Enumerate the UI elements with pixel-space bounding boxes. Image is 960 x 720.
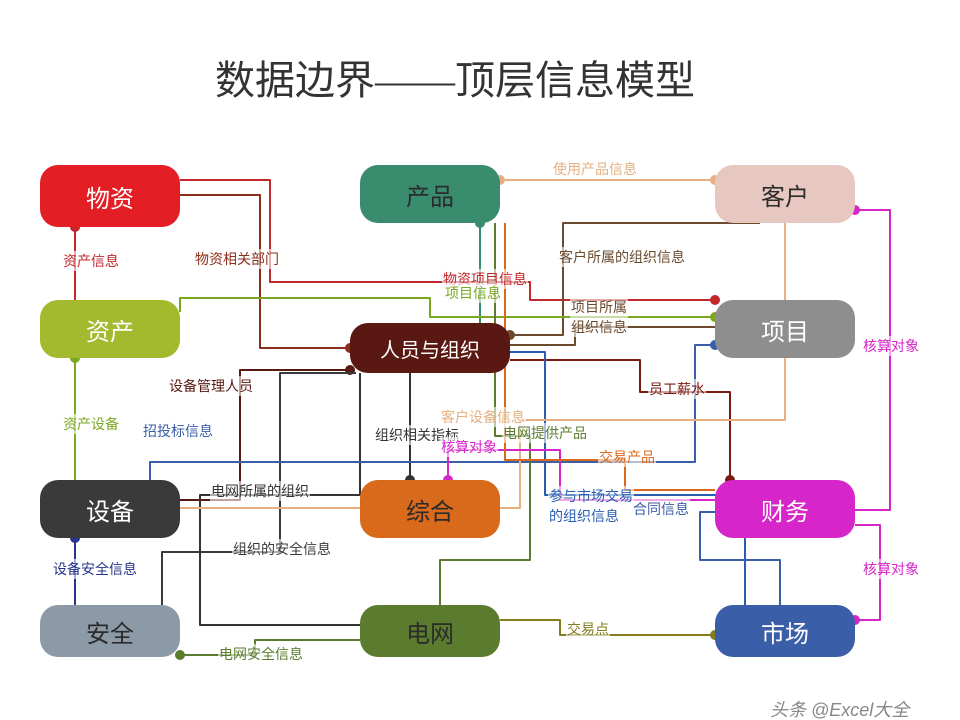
edge-label: 资产信息 <box>62 251 120 271</box>
edge-label: 员工薪水 <box>648 379 706 399</box>
edge-label: 电网所属的组织 <box>210 481 310 501</box>
edge-label: 电网安全信息 <box>218 644 304 664</box>
node-kehu: 客户 <box>715 165 855 223</box>
node-chanpin: 产品 <box>360 165 500 223</box>
edge-label: 项目所属组织信息 <box>570 297 628 337</box>
edge-label: 核算对象 <box>440 437 498 457</box>
edge-label: 组织的安全信息 <box>232 539 332 559</box>
node-caiwu: 财务 <box>715 480 855 538</box>
edge-label: 交易产品 <box>598 447 656 467</box>
edge-label: 参与市场交易的组织信息 <box>548 486 634 526</box>
edge-label: 设备管理人员 <box>168 376 254 396</box>
node-zonghe: 综合 <box>360 480 500 538</box>
edge-label: 交易点 <box>566 619 610 639</box>
watermark: 头条 @Excel大全 <box>770 696 909 720</box>
edge-label: 客户所属的组织信息 <box>558 247 686 267</box>
page-title: 数据边界——顶层信息模型 <box>215 48 695 106</box>
edge-label: 物资相关部门 <box>194 249 280 269</box>
node-shebei: 设备 <box>40 480 180 538</box>
edge-label: 电网提供产品 <box>502 423 588 443</box>
edge-label: 核算对象 <box>862 559 920 579</box>
edge-label: 资产设备 <box>62 414 120 434</box>
edge-label: 招投标信息 <box>142 421 214 441</box>
node-wuzi: 物资 <box>40 165 180 227</box>
node-xiangmu: 项目 <box>715 300 855 358</box>
node-shichang: 市场 <box>715 605 855 657</box>
edge-label: 项目信息 <box>444 283 502 303</box>
edge-label: 核算对象 <box>862 336 920 356</box>
edge-label: 设备安全信息 <box>52 559 138 579</box>
edge-label: 使用产品信息 <box>552 159 638 179</box>
node-renyuan: 人员与组织 <box>350 323 510 373</box>
node-zichan: 资产 <box>40 300 180 358</box>
node-anquan: 安全 <box>40 605 180 657</box>
node-dianwang: 电网 <box>360 605 500 657</box>
edge-label: 合同信息 <box>632 499 690 519</box>
